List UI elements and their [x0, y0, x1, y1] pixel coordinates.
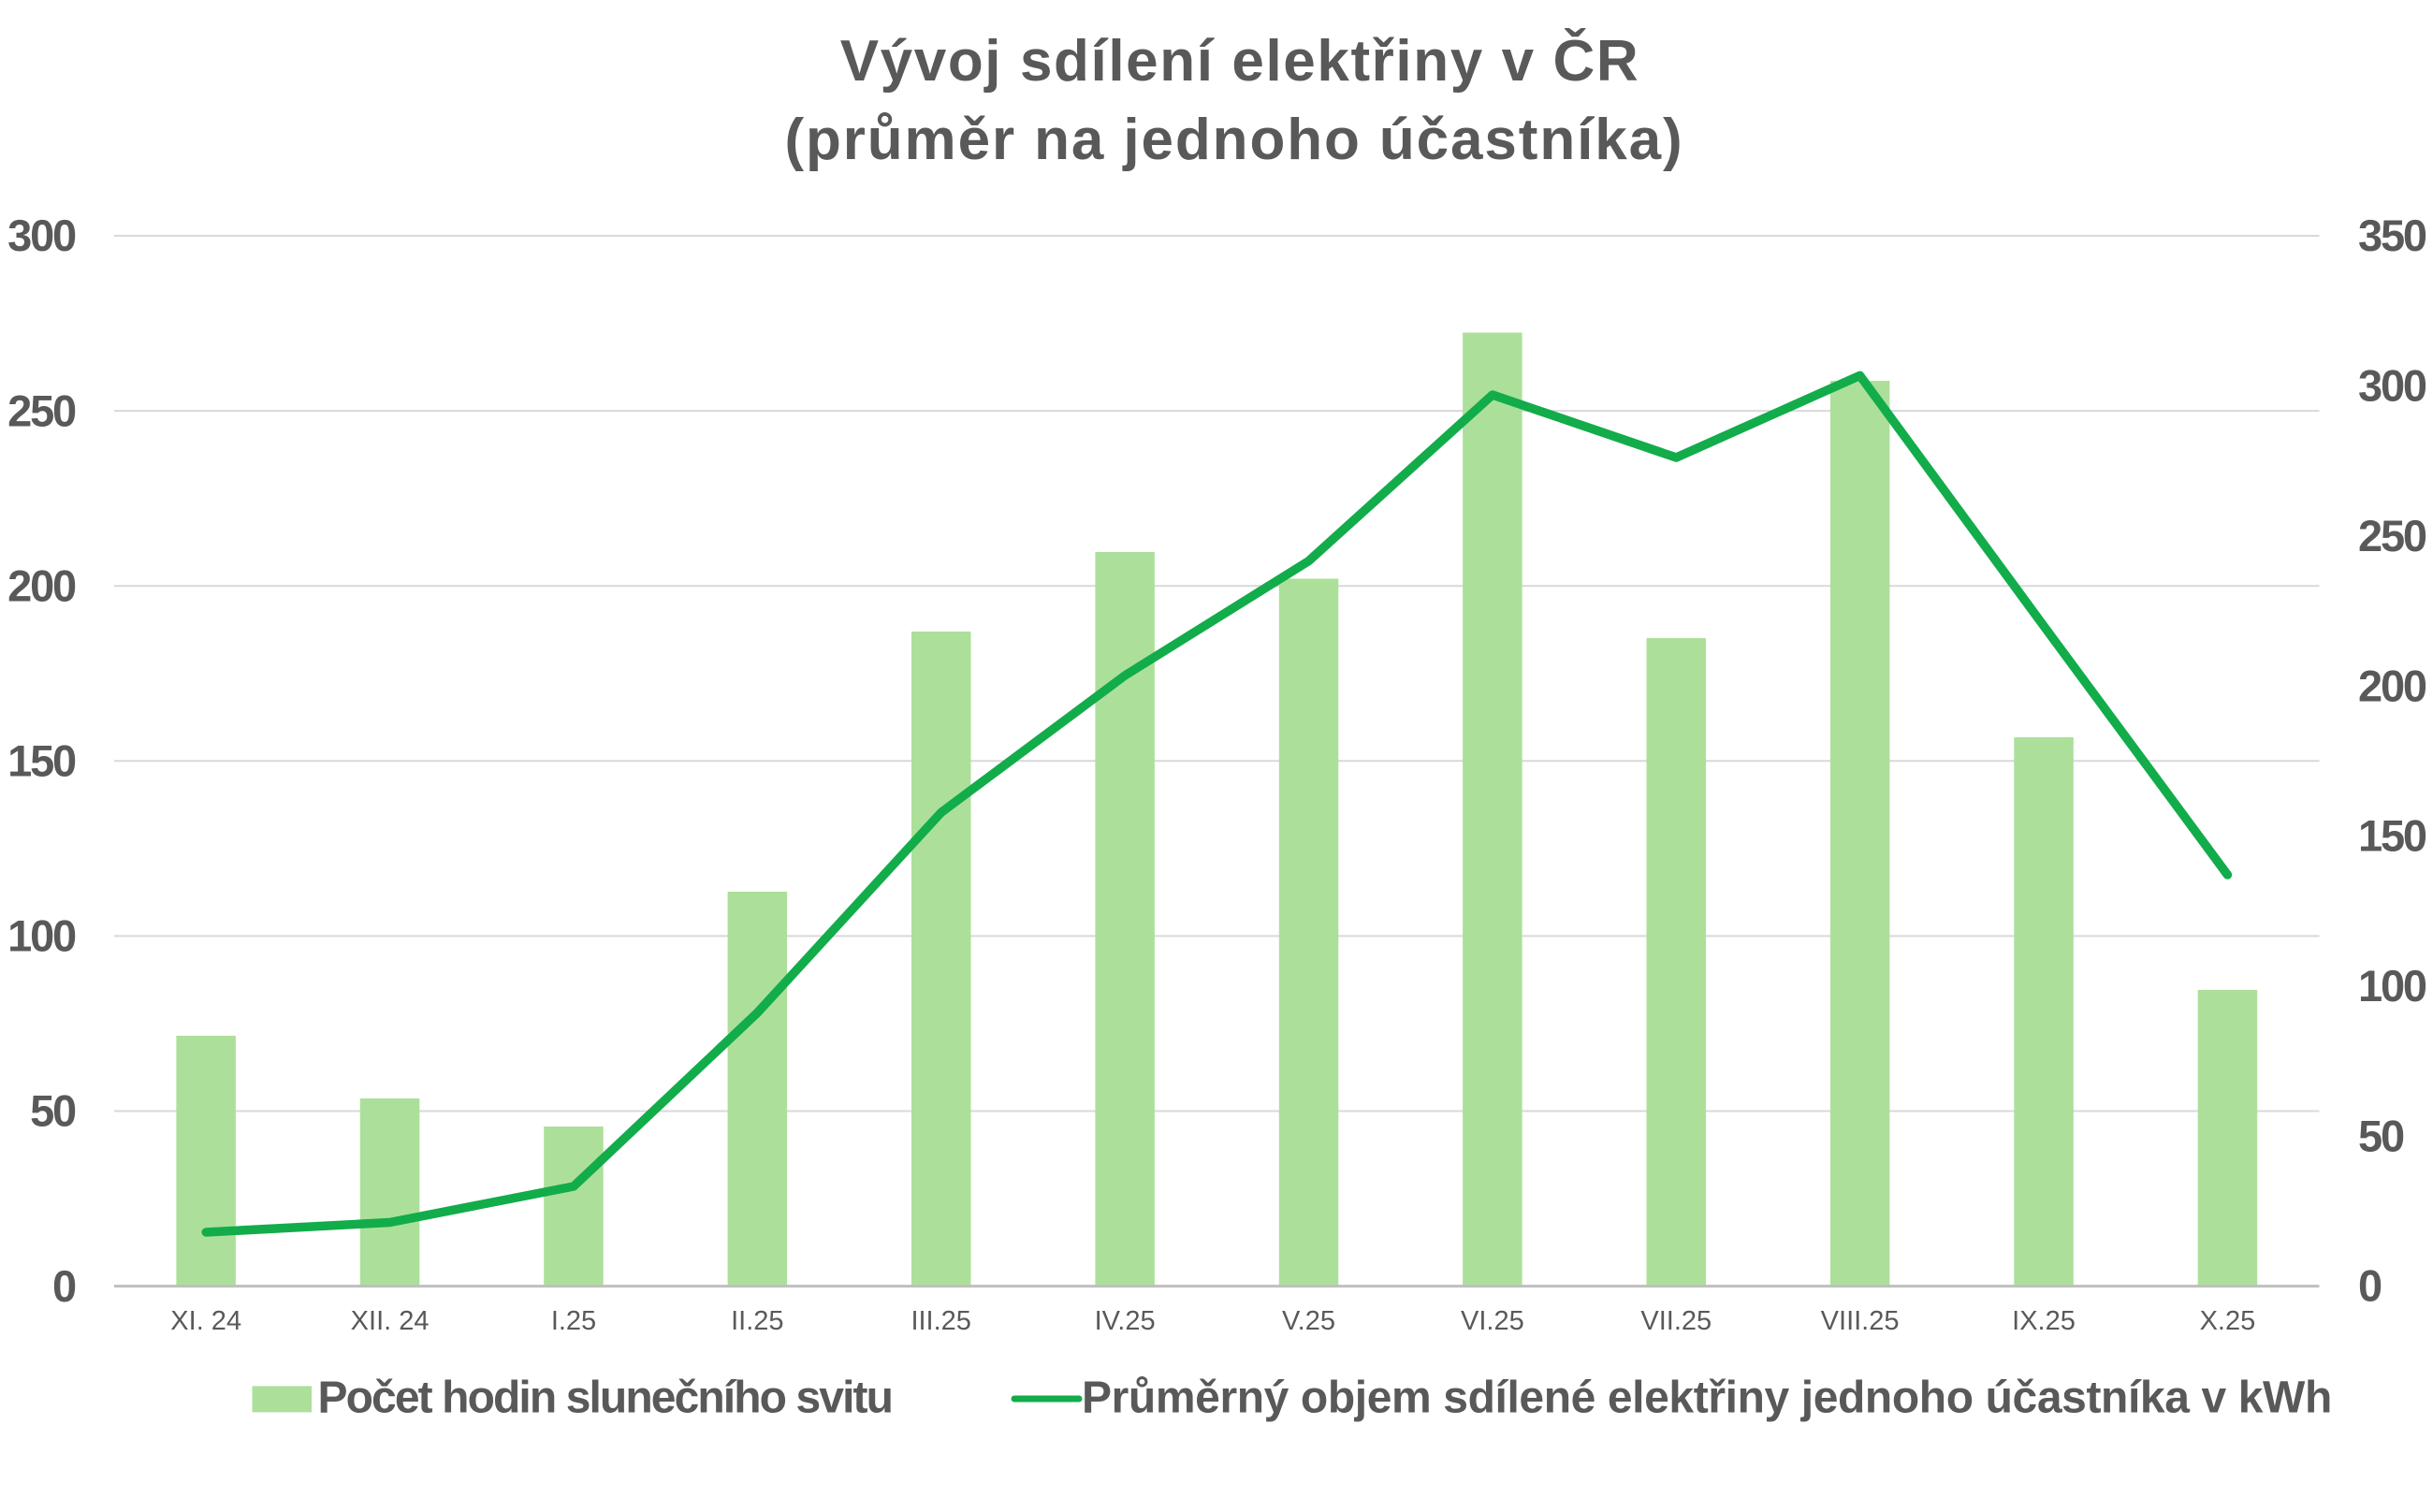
svg-text:I.25: I.25 [551, 1306, 596, 1336]
svg-text:V.25: V.25 [1282, 1306, 1335, 1336]
svg-text:VIII.25: VIII.25 [1821, 1306, 1900, 1336]
svg-text:XI. 24: XI. 24 [170, 1306, 241, 1336]
svg-text:300: 300 [7, 211, 76, 260]
svg-text:Průměrný objem sdílené elektři: Průměrný objem sdílené elektřiny jednoho… [1082, 1374, 2332, 1423]
svg-text:(průměr na jednoho účastníka): (průměr na jednoho účastníka) [784, 108, 1683, 172]
svg-text:50: 50 [30, 1086, 76, 1136]
svg-text:VII.25: VII.25 [1640, 1306, 1712, 1336]
svg-text:150: 150 [7, 736, 76, 786]
svg-text:IV.25: IV.25 [1095, 1306, 1156, 1336]
svg-text:II.25: II.25 [731, 1306, 783, 1336]
svg-text:III.25: III.25 [911, 1306, 971, 1336]
svg-text:0: 0 [52, 1261, 76, 1311]
svg-text:100: 100 [2358, 961, 2426, 1010]
svg-text:350: 350 [2358, 211, 2426, 260]
svg-text:IX.25: IX.25 [2012, 1306, 2076, 1336]
svg-text:VI.25: VI.25 [1461, 1306, 1524, 1336]
svg-text:Počet hodin slunečního svitu: Počet hodin slunečního svitu [318, 1374, 893, 1423]
svg-text:250: 250 [7, 385, 76, 435]
svg-text:100: 100 [7, 911, 76, 961]
svg-text:200: 200 [7, 560, 76, 610]
svg-text:150: 150 [2358, 811, 2426, 861]
svg-text:Vývoj sdílení elektřiny v ČR: Vývoj sdílení elektřiny v ČR [840, 29, 1640, 94]
svg-text:0: 0 [2358, 1261, 2382, 1311]
svg-text:X.25: X.25 [2200, 1306, 2256, 1336]
svg-text:200: 200 [2358, 661, 2426, 710]
svg-text:50: 50 [2358, 1111, 2404, 1160]
svg-text:300: 300 [2358, 361, 2426, 411]
svg-text:250: 250 [2358, 511, 2426, 560]
svg-text:XII. 24: XII. 24 [351, 1306, 430, 1336]
